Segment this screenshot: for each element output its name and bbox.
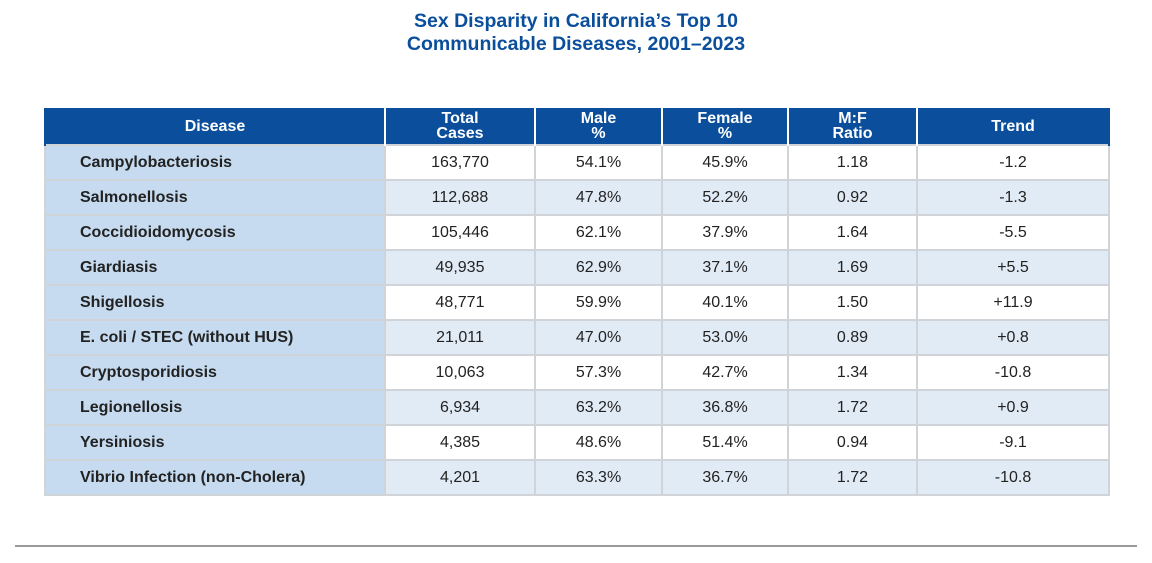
mf-ratio-cell: 1.18 [787,144,918,181]
female-pct-cell: 42.7% [661,354,789,391]
total-cases-cell: 49,935 [384,249,536,286]
trend-cell: +0.8 [916,319,1110,356]
title-line-2: Communicable Diseases, 2001–2023 [406,33,746,55]
disease-cell: Shigellosis [44,284,386,321]
table-row: Legionellosis 6,934 63.2% 36.8% 1.72 +0.9 [44,389,1110,426]
disease-cell: Salmonellosis [44,179,386,216]
mf-ratio-cell: 1.69 [787,249,918,286]
total-cases-cell: 10,063 [384,354,536,391]
trend-cell: -5.5 [916,214,1110,251]
mf-ratio-cell: 0.92 [787,179,918,216]
disease-cell: Campylobacteriosis [44,144,386,181]
female-pct-cell: 53.0% [661,319,789,356]
female-pct-cell: 36.7% [661,459,789,496]
table-row: Salmonellosis 112,688 47.8% 52.2% 0.92 -1.3 [44,179,1110,216]
mf-ratio-cell: 0.89 [787,319,918,356]
trend-cell: +5.5 [916,249,1110,286]
disease-cell: Vibrio Infection (non-Cholera) [44,459,386,496]
bottom-divider [15,545,1137,547]
table-row: Shigellosis 48,771 59.9% 40.1% 1.50 +11.9 [44,284,1110,321]
mf-ratio-cell: 0.94 [787,424,918,461]
disease-cell: Giardiasis [44,249,386,286]
male-pct-cell: 54.1% [534,144,663,181]
table-row: E. coli / STEC (without HUS) 21,011 47.0% 5… [44,319,1110,356]
male-pct-cell: 48.6% [534,424,663,461]
female-pct-cell: 36.8% [661,389,789,426]
disease-cell: Coccidioidomycosis [44,214,386,251]
mf-ratio-cell: 1.34 [787,354,918,391]
mf-ratio-cell: 1.72 [787,459,918,496]
male-pct-cell: 47.8% [534,179,663,216]
female-pct-cell: 37.1% [661,249,789,286]
trend-cell: +11.9 [916,284,1110,321]
disease-cell: Legionellosis [44,389,386,426]
male-pct-cell: 63.3% [534,459,663,496]
header-disease: Disease [44,108,386,145]
mf-ratio-cell: 1.72 [787,389,918,426]
total-cases-cell: 112,688 [384,179,536,216]
header-female-pct: Female% [661,108,789,145]
table-row: Giardiasis 49,935 62.9% 37.1% 1.69 +5.5 [44,249,1110,286]
male-pct-cell: 62.1% [534,214,663,251]
trend-cell: -10.8 [916,354,1110,391]
total-cases-cell: 105,446 [384,214,536,251]
disease-table: Disease Total Cases Male% Female% M:F Rati… [44,108,1110,496]
disease-cell: E. coli / STEC (without HUS) [44,319,386,356]
header-male-pct: Male% [534,108,663,145]
table-title: Sex Disparity in California’s Top 10 Com… [0,10,1152,56]
female-pct-cell: 51.4% [661,424,789,461]
trend-cell: -9.1 [916,424,1110,461]
trend-cell: +0.9 [916,389,1110,426]
table-row: Cryptosporidiosis 10,063 57.3% 42.7% 1.34 -10… [44,354,1110,391]
trend-cell: -1.3 [916,179,1110,216]
male-pct-cell: 59.9% [534,284,663,321]
mf-ratio-cell: 1.50 [787,284,918,321]
male-pct-cell: 62.9% [534,249,663,286]
disease-cell: Yersiniosis [44,424,386,461]
header-mf-ratio: M:F Ratio [787,108,918,145]
total-cases-cell: 21,011 [384,319,536,356]
mf-ratio-cell: 1.64 [787,214,918,251]
male-pct-cell: 47.0% [534,319,663,356]
female-pct-cell: 45.9% [661,144,789,181]
header-row: Disease Total Cases Male% Female% M:F Rati… [44,108,1110,145]
table-row: Vibrio Infection (non-Cholera) 4,201 63.3%… [44,459,1110,496]
female-pct-cell: 52.2% [661,179,789,216]
header-trend: Trend [916,108,1110,145]
header-total-cases: Total Cases [384,108,536,145]
male-pct-cell: 63.2% [534,389,663,426]
table-row: Coccidioidomycosis 105,446 62.1% 37.9% 1.64-… [44,214,1110,251]
total-cases-cell: 4,201 [384,459,536,496]
table-row: Campylobacteriosis 163,770 54.1% 45.9% 1.18-… [44,144,1110,181]
disease-cell: Cryptosporidiosis [44,354,386,391]
female-pct-cell: 37.9% [661,214,789,251]
title-line-1: Sex Disparity in California’s Top 10 [413,10,738,32]
total-cases-cell: 4,385 [384,424,536,461]
male-pct-cell: 57.3% [534,354,663,391]
trend-cell: -1.2 [916,144,1110,181]
total-cases-cell: 163,770 [384,144,536,181]
total-cases-cell: 6,934 [384,389,536,426]
total-cases-cell: 48,771 [384,284,536,321]
trend-cell: -10.8 [916,459,1110,496]
table-row: Yersiniosis 4,385 48.6% 51.4% 0.94 -9.1 [44,424,1110,461]
female-pct-cell: 40.1% [661,284,789,321]
